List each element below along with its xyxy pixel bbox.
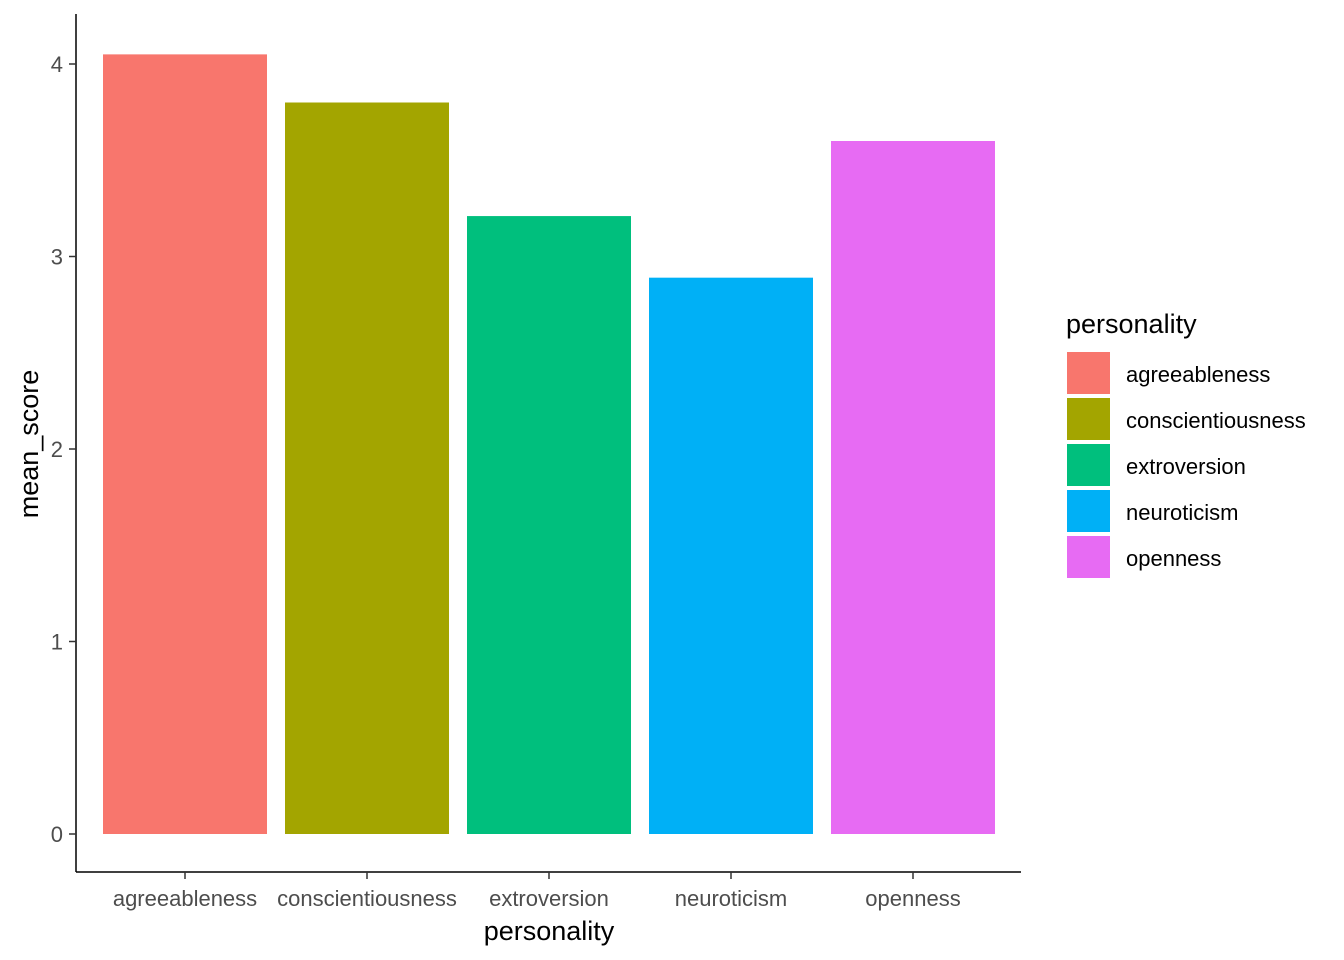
legend-title: personality bbox=[1066, 309, 1197, 339]
y-axis: 0 1 2 3 4 bbox=[51, 14, 77, 872]
x-axis-title: personality bbox=[484, 916, 615, 946]
bar-neuroticism bbox=[649, 277, 813, 834]
bar-conscientiousness bbox=[285, 102, 449, 834]
legend-key-conscientiousness bbox=[1067, 398, 1110, 440]
legend-key-neuroticism bbox=[1067, 490, 1110, 532]
legend-label: neuroticism bbox=[1126, 500, 1238, 525]
legend-label: openness bbox=[1126, 546, 1221, 571]
x-tick-label: neuroticism bbox=[675, 886, 787, 911]
legend-label: extroversion bbox=[1126, 454, 1246, 479]
y-tick-label: 3 bbox=[51, 245, 63, 270]
x-axis: agreeableness conscientiousness extroversi… bbox=[76, 871, 1021, 911]
y-tick-label: 4 bbox=[51, 52, 63, 77]
legend-label: agreeableness bbox=[1126, 362, 1270, 387]
y-tick-label: 1 bbox=[51, 630, 63, 655]
bar-openness bbox=[831, 141, 995, 834]
bar-agreeableness bbox=[103, 54, 267, 834]
y-axis-title: mean_score bbox=[14, 370, 44, 519]
x-tick-label: agreeableness bbox=[113, 886, 257, 911]
y-tick-label: 0 bbox=[51, 822, 63, 847]
x-tick-label: extroversion bbox=[489, 886, 609, 911]
legend-key-extroversion bbox=[1067, 444, 1110, 486]
x-tick-label: conscientiousness bbox=[277, 886, 457, 911]
legend: personality agreeableness conscientiousne… bbox=[1066, 309, 1306, 578]
bars-layer bbox=[103, 54, 995, 834]
legend-key-agreeableness bbox=[1067, 352, 1110, 394]
y-tick-label: 2 bbox=[51, 437, 63, 462]
legend-label: conscientiousness bbox=[1126, 408, 1306, 433]
legend-key-openness bbox=[1067, 536, 1110, 578]
bar-extroversion bbox=[467, 216, 631, 834]
x-tick-label: openness bbox=[865, 886, 960, 911]
